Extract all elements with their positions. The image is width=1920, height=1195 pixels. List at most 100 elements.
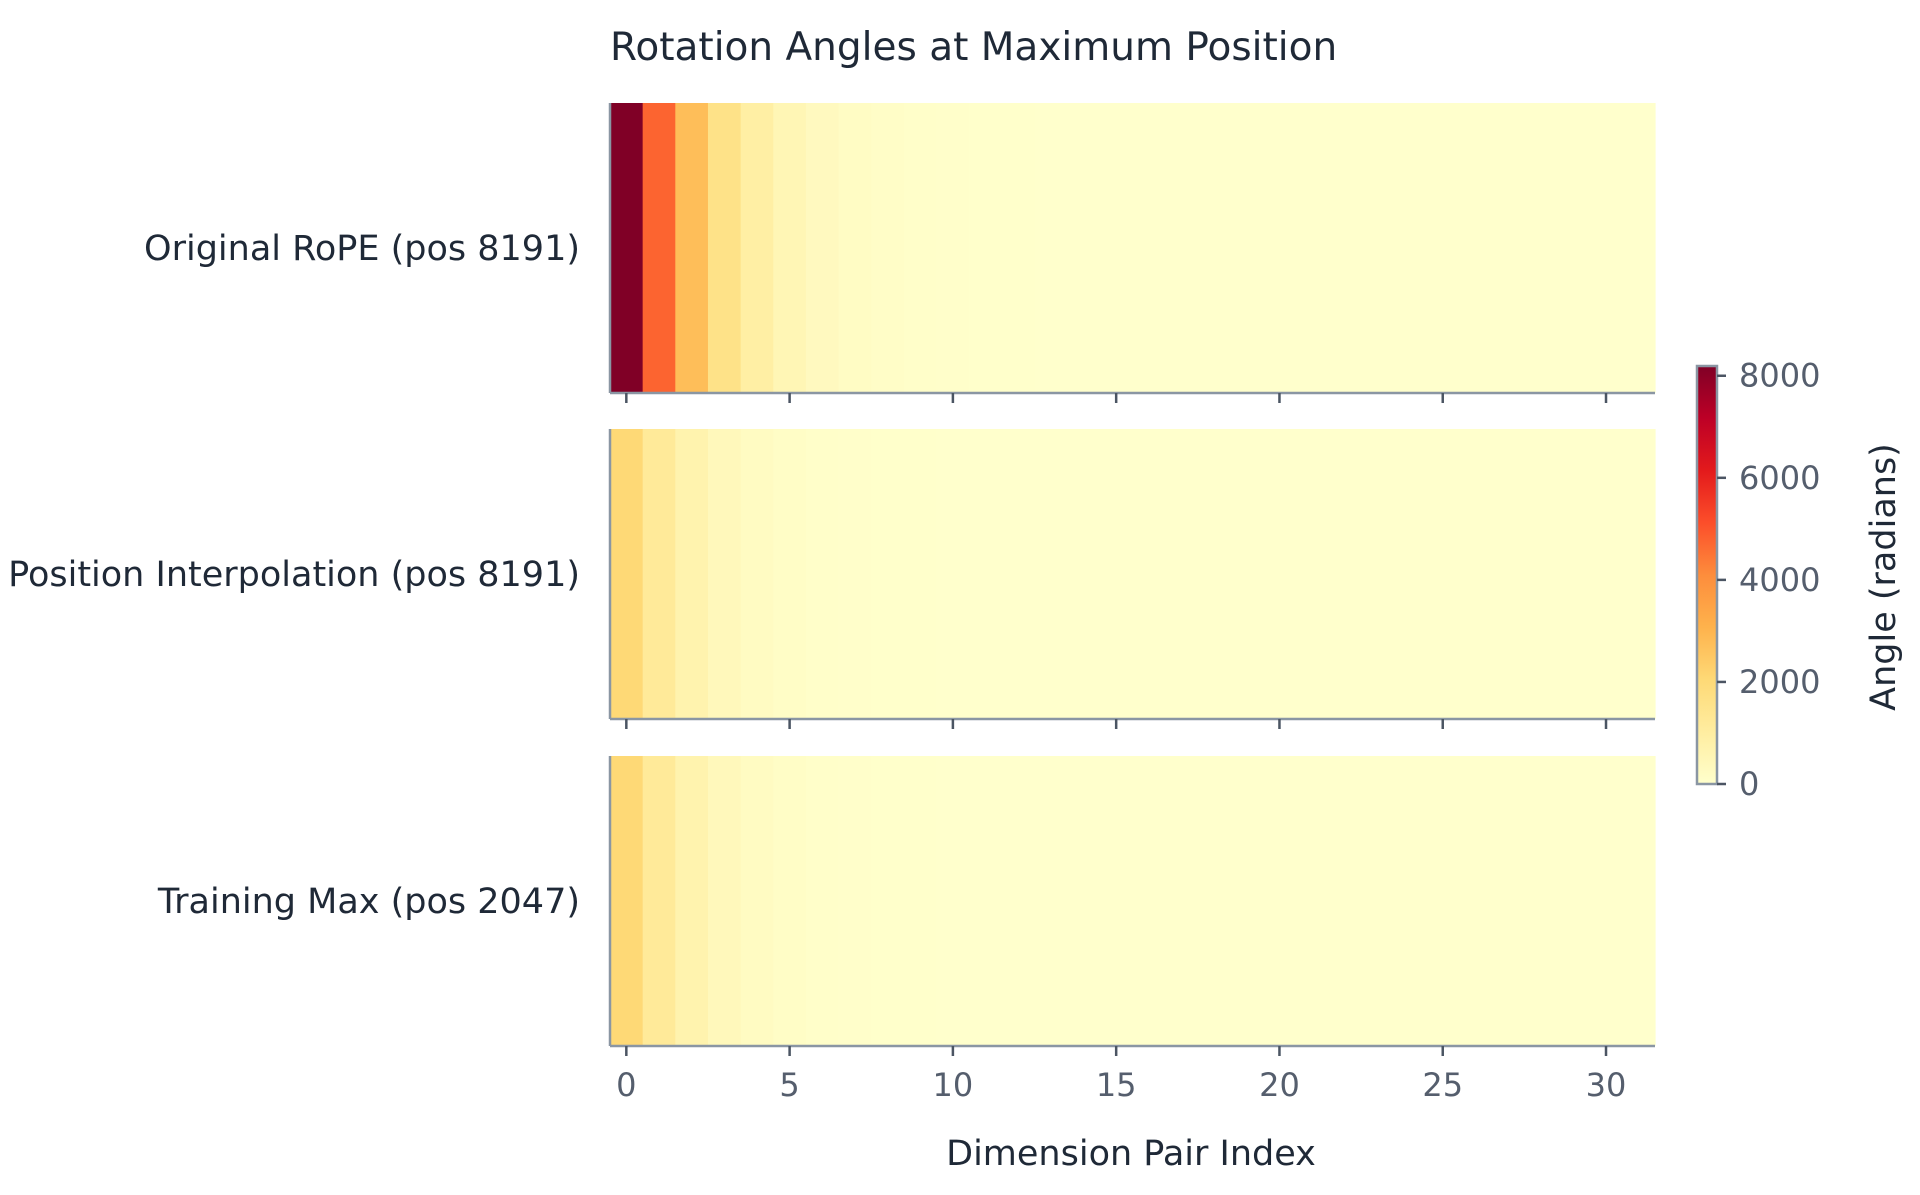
- heatmap-cell: [610, 429, 644, 719]
- heatmap-cell: [1295, 429, 1330, 719]
- heatmap-cell: [1328, 756, 1362, 1046]
- heatmap-cell: [1263, 103, 1297, 393]
- heatmap-cell: [1099, 103, 1134, 393]
- heatmap-cell: [1622, 103, 1656, 393]
- heatmap-cell: [1165, 103, 1199, 393]
- heatmap-cell: [740, 103, 774, 393]
- heatmap-cell: [1622, 429, 1656, 719]
- heatmap-cell: [1001, 429, 1036, 719]
- heatmap-cell: [805, 103, 840, 393]
- heatmap-cell: [805, 429, 840, 719]
- heatmap-cell: [1197, 756, 1232, 1046]
- heatmap-cell: [642, 103, 676, 393]
- heatmap-cell: [1165, 756, 1199, 1046]
- colorbar-tick-label: 2000: [1739, 663, 1820, 701]
- colorbar-tick-label: 0: [1739, 765, 1759, 803]
- heatmap-cell: [1524, 756, 1558, 1046]
- heatmap-cell: [1067, 429, 1101, 719]
- heatmap-cell: [1230, 429, 1264, 719]
- heatmap-cell: [1393, 756, 1428, 1046]
- heatmap-cell: [1001, 756, 1036, 1046]
- heatmap-cell: [1393, 429, 1428, 719]
- x-tick-label: 0: [616, 1066, 636, 1104]
- heatmap-cell: [838, 429, 872, 719]
- x-tick-label: 5: [779, 1066, 799, 1104]
- heatmap-cell: [675, 756, 709, 1046]
- heatmap-cell: [1524, 429, 1558, 719]
- heatmap-cell: [707, 756, 742, 1046]
- heatmap-cell: [1589, 103, 1623, 393]
- heatmap-cell: [1524, 103, 1558, 393]
- heatmap-cell: [1491, 756, 1525, 1046]
- heatmap-cell: [1426, 103, 1460, 393]
- heatmap-row-2: Training Max (pos 2047): [157, 756, 1656, 1056]
- heatmap-cell: [1459, 429, 1493, 719]
- heatmap-row-0: Original RoPE (pos 8191): [144, 103, 1656, 403]
- heatmap-cell: [1491, 429, 1525, 719]
- heatmap-cell: [1295, 756, 1330, 1046]
- heatmap-cell: [1393, 103, 1428, 393]
- heatmap-cell: [642, 429, 676, 719]
- heatmap-cell: [1230, 756, 1264, 1046]
- heatmap-cell: [1132, 103, 1166, 393]
- heatmap-cell: [936, 756, 970, 1046]
- row-label: Position Interpolation (pos 8191): [8, 555, 580, 595]
- row-label: Training Max (pos 2047): [157, 882, 580, 922]
- colorbar-tick-label: 6000: [1739, 459, 1820, 497]
- heatmap-cell: [1099, 756, 1134, 1046]
- heatmap-cell: [838, 103, 872, 393]
- heatmap-cell: [1426, 429, 1460, 719]
- colorbar-label: Angle (radians): [1864, 443, 1904, 711]
- x-tick-label: 15: [1096, 1066, 1137, 1104]
- heatmap-cell: [1230, 103, 1264, 393]
- x-tick-label: 25: [1422, 1066, 1463, 1104]
- heatmap-cell: [1459, 103, 1493, 393]
- heatmap-cell: [1034, 429, 1068, 719]
- heatmap-cell: [1067, 103, 1101, 393]
- heatmap-cell: [773, 429, 807, 719]
- heatmap-cell: [1589, 756, 1623, 1046]
- heatmap-cell: [903, 756, 938, 1046]
- heatmap-cell: [1034, 103, 1068, 393]
- heatmap-cell: [1361, 756, 1395, 1046]
- heatmap-cell: [805, 756, 840, 1046]
- heatmap-cell: [1557, 103, 1591, 393]
- colorbar: 0 2000 4000 6000 8000: [1695, 357, 1820, 803]
- heatmap-cell: [969, 103, 1003, 393]
- heatmap-cell: [740, 756, 774, 1046]
- heatmap-cell: [1132, 756, 1166, 1046]
- x-axis-label: Dimension Pair Index: [946, 1134, 1316, 1174]
- heatmap-panels: Original RoPE (pos 8191) Position Interpo…: [8, 103, 1656, 1104]
- heatmap-cell: [1034, 756, 1068, 1046]
- x-tick-label: 10: [933, 1066, 974, 1104]
- heatmap-cell: [675, 429, 709, 719]
- heatmap-cell: [1557, 429, 1591, 719]
- heatmap-cell: [1426, 756, 1460, 1046]
- heatmap-cell: [871, 103, 905, 393]
- heatmap-row-1: Position Interpolation (pos 8191): [8, 429, 1656, 729]
- heatmap-cell: [1491, 103, 1525, 393]
- heatmap-cell: [1263, 429, 1297, 719]
- heatmap-cell: [707, 429, 742, 719]
- heatmap-cell: [1557, 756, 1591, 1046]
- heatmap-cell: [936, 429, 970, 719]
- heatmap-cell: [675, 103, 709, 393]
- heatmap-cell: [1328, 103, 1362, 393]
- heatmap-cell: [903, 103, 938, 393]
- colorbar-tick-label: 8000: [1739, 357, 1820, 395]
- heatmap-cell: [871, 756, 905, 1046]
- heatmap-cell: [1459, 756, 1493, 1046]
- heatmap-cell: [1295, 103, 1330, 393]
- heatmap-cell: [1622, 756, 1656, 1046]
- heatmap-cell: [610, 756, 644, 1046]
- heatmap-cell: [969, 756, 1003, 1046]
- heatmap-cell: [740, 429, 774, 719]
- heatmap-cell: [773, 756, 807, 1046]
- heatmap-cell: [1361, 429, 1395, 719]
- heatmap-cell: [642, 756, 676, 1046]
- heatmap-cell: [969, 429, 1003, 719]
- heatmap-cell: [1067, 756, 1101, 1046]
- heatmap-cell: [1263, 756, 1297, 1046]
- heatmap-cell: [1197, 429, 1232, 719]
